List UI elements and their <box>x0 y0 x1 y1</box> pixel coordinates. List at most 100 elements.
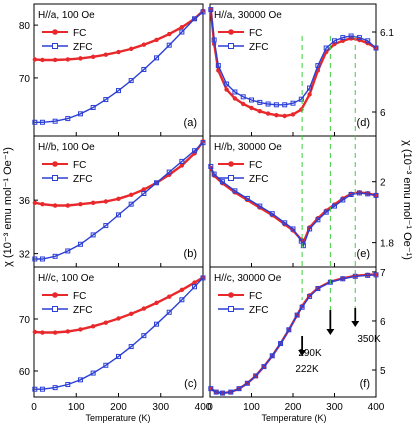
data-point-fc <box>141 42 147 47</box>
data-point-zfc <box>294 312 300 318</box>
data-point-zfc <box>32 386 38 392</box>
panel-letter: (d) <box>357 117 370 129</box>
data-point-zfc <box>219 179 225 185</box>
data-point-fc <box>224 87 229 92</box>
data-point-zfc <box>356 35 362 41</box>
data-point-fc <box>192 280 197 285</box>
data-point-zfc <box>116 212 121 218</box>
data-point-zfc <box>307 226 313 232</box>
legend-label-zfc: ZFC <box>249 305 268 316</box>
data-point-fc <box>141 306 147 311</box>
data-point-zfc <box>208 163 214 169</box>
data-point-zfc <box>340 197 346 203</box>
legend-marker-fc <box>52 29 58 35</box>
data-point-zfc <box>365 191 371 197</box>
y-tick-label: 7 <box>380 268 386 279</box>
data-point-zfc <box>236 386 242 392</box>
data-point-fc <box>78 327 83 332</box>
panel-title: H//a, 30000 Oe <box>214 10 282 21</box>
data-point-zfc <box>211 171 217 177</box>
data-point-zfc <box>103 362 109 368</box>
panel-frame <box>209 135 377 268</box>
data-point-fc <box>179 287 185 293</box>
legend-label-fc: FC <box>73 28 86 39</box>
arrow-head-icon <box>326 329 335 335</box>
data-point-zfc <box>192 148 198 154</box>
y-tick-label: 6 <box>380 108 386 119</box>
legend-marker-fc <box>228 292 234 298</box>
data-point-zfc <box>298 96 304 102</box>
data-point-zfc <box>215 63 221 69</box>
data-point-zfc <box>340 35 346 41</box>
data-point-zfc <box>116 88 121 94</box>
data-point-zfc <box>103 97 109 103</box>
x-tick-label: 100 <box>68 402 85 413</box>
data-point-zfc <box>179 29 185 35</box>
data-point-zfc <box>179 297 185 303</box>
y-tick-label: 36 <box>19 196 31 207</box>
data-point-zfc <box>39 256 45 262</box>
data-point-zfc <box>307 85 313 91</box>
data-point-fc <box>373 193 379 198</box>
data-point-zfc <box>128 344 134 350</box>
data-point-zfc <box>90 104 96 110</box>
panel-frame <box>33 3 204 137</box>
data-point-zfc <box>141 190 147 196</box>
legend-label-zfc: ZFC <box>249 42 268 53</box>
legend-marker-zfc <box>228 306 234 312</box>
data-point-zfc <box>249 97 254 103</box>
data-point-zfc <box>257 99 263 105</box>
data-point-fc <box>274 113 279 118</box>
data-point-zfc <box>332 203 337 209</box>
data-point-fc <box>52 57 58 63</box>
x-tick-label: 200 <box>285 402 302 413</box>
data-point-zfc <box>332 38 337 44</box>
data-point-zfc <box>244 380 250 386</box>
legend-label-fc: FC <box>73 160 86 171</box>
data-point-fc <box>103 320 109 325</box>
series-line-fc <box>34 276 204 334</box>
data-point-zfc <box>240 94 246 100</box>
panel-letter: (e) <box>357 248 370 260</box>
data-point-zfc <box>315 217 321 223</box>
data-point-zfc <box>200 9 206 15</box>
arrow-head-icon <box>298 350 307 356</box>
data-point-zfc <box>261 364 267 370</box>
data-point-zfc <box>52 253 58 259</box>
y-tick-label: 70 <box>19 74 31 85</box>
data-point-fc <box>103 199 109 204</box>
legend-marker-zfc <box>52 43 58 49</box>
x-tick-label: 0 <box>207 402 213 413</box>
data-point-fc <box>32 329 38 335</box>
data-point-zfc <box>244 195 250 201</box>
data-point-fc <box>40 201 45 207</box>
data-point-zfc <box>315 286 321 292</box>
panel-frame <box>209 266 377 398</box>
panel-letter: (c) <box>184 378 197 390</box>
data-point-fc <box>154 300 159 306</box>
data-point-zfc <box>39 119 45 125</box>
data-point-fc <box>282 113 287 119</box>
data-point-zfc <box>52 385 58 391</box>
data-point-zfc <box>65 248 71 254</box>
legend-marker-zfc <box>228 43 234 49</box>
legend-marker-fc <box>228 161 234 167</box>
data-point-zfc <box>77 241 83 247</box>
data-point-zfc <box>154 321 160 327</box>
series-line-zfc <box>210 274 377 394</box>
transition-temperature-label: 222K <box>295 364 319 375</box>
right-x-axis-label: Temperature (K) <box>261 413 326 423</box>
data-point-zfc <box>65 116 71 122</box>
annotations-layer: 222K 290K 350K <box>295 308 381 375</box>
y-tick-label: 1.8 <box>380 239 394 250</box>
legend-label-zfc: ZFC <box>73 42 92 53</box>
legend-marker-fc <box>52 292 58 298</box>
data-point-zfc <box>200 140 206 146</box>
data-point-fc <box>241 101 246 107</box>
data-point-zfc <box>213 389 219 395</box>
series-line-zfc <box>34 142 204 260</box>
data-point-fc <box>257 109 262 114</box>
legend-label-fc: FC <box>249 28 262 39</box>
left-x-axis-label: Temperature (K) <box>85 413 150 423</box>
data-point-zfc <box>365 272 371 278</box>
